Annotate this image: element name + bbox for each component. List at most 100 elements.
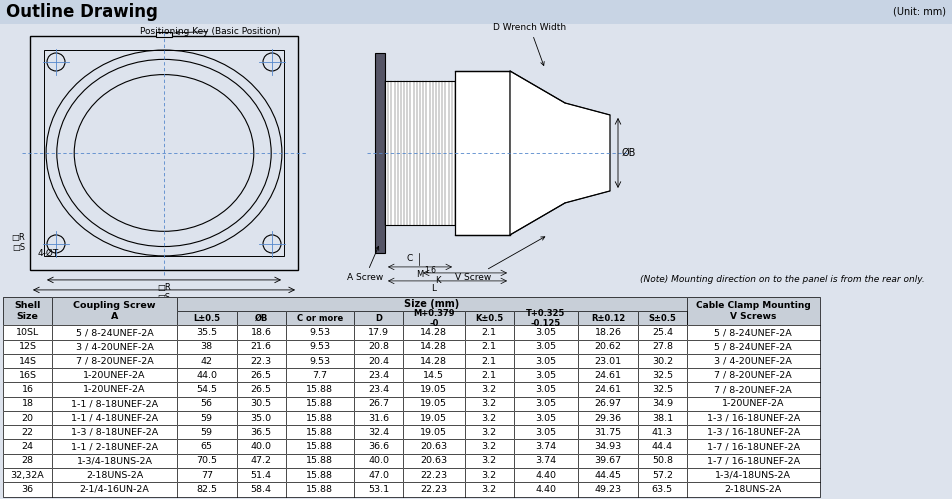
Text: 50.8: 50.8 <box>652 457 673 466</box>
Bar <box>286 482 354 497</box>
Text: 30.5: 30.5 <box>250 399 271 408</box>
Bar <box>52 382 177 397</box>
Bar <box>52 354 177 368</box>
Bar <box>514 440 578 454</box>
Bar <box>177 482 237 497</box>
Bar <box>514 440 578 454</box>
Text: 22: 22 <box>22 428 33 437</box>
Bar <box>354 482 403 497</box>
Text: 5 / 8-24UNEF-2A: 5 / 8-24UNEF-2A <box>714 328 792 337</box>
Bar <box>403 382 465 397</box>
Bar <box>237 425 286 440</box>
Text: ØB: ØB <box>622 148 636 158</box>
Bar <box>286 468 354 482</box>
Text: 15.88: 15.88 <box>307 485 333 494</box>
Bar <box>465 368 514 382</box>
Text: 26.5: 26.5 <box>250 371 271 380</box>
Text: 1-7 / 16-18UNEF-2A: 1-7 / 16-18UNEF-2A <box>706 457 800 466</box>
Bar <box>177 454 237 468</box>
Bar <box>3 468 52 482</box>
Bar <box>177 397 237 411</box>
Bar <box>354 482 403 497</box>
Text: 1-3/4-18UNS-2A: 1-3/4-18UNS-2A <box>76 457 152 466</box>
Text: 20: 20 <box>22 414 33 423</box>
Bar <box>177 411 237 425</box>
Text: Cable Clamp Mounting
V Screws: Cable Clamp Mounting V Screws <box>696 301 811 321</box>
Bar <box>465 397 514 411</box>
Bar <box>638 382 687 397</box>
Bar <box>514 482 578 497</box>
Bar <box>403 397 465 411</box>
Text: D: D <box>375 314 382 323</box>
Bar <box>687 325 820 340</box>
Text: 24.61: 24.61 <box>594 371 622 380</box>
Bar <box>687 325 820 340</box>
Bar <box>403 311 465 325</box>
Bar <box>354 368 403 382</box>
Bar <box>3 411 52 425</box>
Bar <box>177 382 237 397</box>
Bar <box>578 382 638 397</box>
Bar <box>687 382 820 397</box>
Text: 30.2: 30.2 <box>652 357 673 366</box>
Text: 9.53: 9.53 <box>309 342 330 351</box>
Text: 38.1: 38.1 <box>652 414 673 423</box>
Text: 14S: 14S <box>18 357 36 366</box>
Bar <box>514 425 578 440</box>
Bar <box>638 411 687 425</box>
Text: 2.1: 2.1 <box>482 357 497 366</box>
Text: 7 / 8-20UNEF-2A: 7 / 8-20UNEF-2A <box>714 385 792 394</box>
Bar <box>687 482 820 497</box>
Text: □R: □R <box>11 234 25 243</box>
Text: 36: 36 <box>21 485 33 494</box>
Bar <box>514 397 578 411</box>
Bar <box>237 440 286 454</box>
Bar <box>237 311 286 325</box>
Bar <box>286 340 354 354</box>
Text: 7.7: 7.7 <box>312 371 327 380</box>
Bar <box>354 454 403 468</box>
Text: 31.6: 31.6 <box>368 414 389 423</box>
Bar <box>465 454 514 468</box>
Bar <box>354 440 403 454</box>
Bar <box>638 397 687 411</box>
Bar <box>638 425 687 440</box>
Text: 3.05: 3.05 <box>535 428 557 437</box>
Bar <box>638 454 687 468</box>
Bar <box>3 397 52 411</box>
Bar <box>403 397 465 411</box>
Bar <box>578 311 638 325</box>
Bar <box>3 482 52 497</box>
Bar <box>237 411 286 425</box>
Bar <box>465 382 514 397</box>
Text: 16S: 16S <box>18 371 36 380</box>
Bar <box>237 354 286 368</box>
Bar <box>403 368 465 382</box>
Bar <box>177 454 237 468</box>
Text: 77: 77 <box>201 471 213 480</box>
Bar <box>514 411 578 425</box>
Text: 15.88: 15.88 <box>307 457 333 466</box>
Bar <box>177 440 237 454</box>
Text: (Unit: mm): (Unit: mm) <box>893 7 946 17</box>
Bar <box>638 311 687 325</box>
Bar <box>286 454 354 468</box>
Bar <box>687 354 820 368</box>
Bar <box>237 325 286 340</box>
Text: M: M <box>416 270 424 279</box>
Bar <box>44 50 284 256</box>
Bar <box>237 340 286 354</box>
Bar <box>578 425 638 440</box>
Bar <box>286 382 354 397</box>
Bar <box>687 440 820 454</box>
Bar <box>354 311 403 325</box>
Bar <box>3 397 52 411</box>
Bar <box>177 354 237 368</box>
Text: 59: 59 <box>201 428 213 437</box>
Bar <box>638 482 687 497</box>
Text: 1-1 / 8-18UNEF-2A: 1-1 / 8-18UNEF-2A <box>71 399 158 408</box>
Text: 29.36: 29.36 <box>594 414 622 423</box>
Bar <box>638 368 687 382</box>
Text: 15.88: 15.88 <box>307 442 333 451</box>
Text: 3.05: 3.05 <box>535 328 557 337</box>
